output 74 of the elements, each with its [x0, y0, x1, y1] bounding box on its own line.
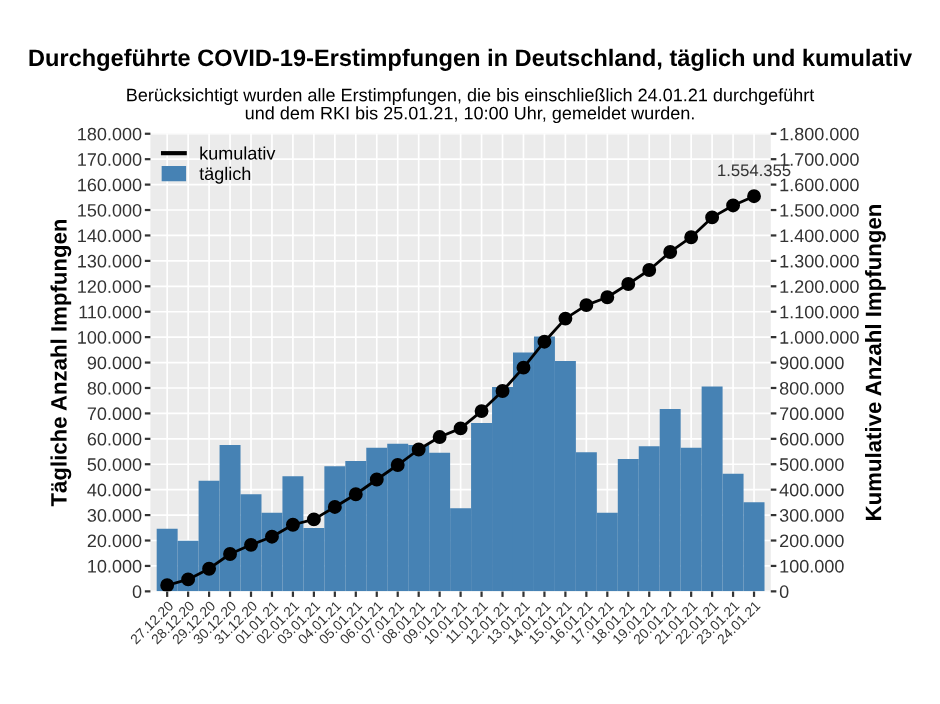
y2-axis-title: Kumulative Anzahl Impfungen — [865, 205, 886, 520]
y2-tick-label: 900.000 — [779, 356, 844, 370]
y2-tick-label: 100.000 — [780, 559, 844, 573]
point — [600, 290, 615, 305]
point — [223, 547, 237, 561]
point — [390, 458, 405, 472]
point — [181, 572, 196, 587]
point — [642, 263, 657, 277]
legend-label: kumulativ — [200, 146, 276, 160]
y-tick-label: 80.000 — [87, 381, 142, 395]
point — [306, 512, 321, 527]
point — [202, 561, 217, 576]
y-tick-label: 140.000 — [78, 229, 142, 243]
y2-tick-label: 1.700.000 — [780, 153, 859, 166]
y2-tick-label: 1.800.000 — [780, 127, 859, 141]
y2-tick-label: 700.000 — [780, 407, 844, 421]
y-tick-label: 30.000 — [87, 509, 142, 522]
point — [348, 487, 363, 502]
data-label: 1.554.355 — [718, 164, 791, 177]
point — [537, 334, 552, 349]
point — [558, 311, 573, 326]
point — [285, 517, 300, 532]
y2-tick-label: 1.200.000 — [780, 280, 859, 294]
point — [327, 500, 342, 514]
y-axis-title: Tägliche Anzahl Impfungen — [50, 219, 72, 507]
y-tick-label: 160.000 — [78, 178, 142, 192]
point — [516, 360, 531, 375]
y2-tick-label: 1.400.000 — [780, 229, 859, 243]
point — [474, 404, 489, 419]
point — [747, 189, 761, 204]
y-tick-label: 130.000 — [78, 254, 142, 268]
point — [453, 421, 468, 436]
point — [495, 384, 510, 398]
point — [726, 198, 741, 213]
y-tick-label: 20.000 — [87, 534, 142, 548]
y-tick-label: 60.000 — [87, 432, 142, 446]
y-tick-label: 10.000 — [88, 559, 142, 573]
y-tick-label: 120.000 — [78, 280, 142, 294]
y2-tick-label: 300.000 — [779, 509, 844, 522]
y-tick-label: 170.000 — [78, 153, 142, 166]
y-tick-label: 100.000 — [78, 331, 142, 344]
point — [663, 245, 678, 259]
y-tick-label: 50.000 — [87, 458, 142, 471]
y-tick-label: 90.000 — [87, 356, 142, 370]
y2-tick-label: 500.000 — [779, 458, 844, 471]
point — [160, 578, 175, 592]
y2-tick-label: 200.000 — [780, 534, 844, 548]
y-tick-label: 180.000 — [78, 127, 142, 141]
y-tick-label: 40.000 — [87, 483, 142, 497]
y2-tick-label: 600.000 — [780, 432, 844, 446]
point — [244, 537, 258, 552]
y2-tick-label: 1.300.000 — [780, 254, 859, 268]
chart-title: Durchgeführte COVID-19-Erstimpfungen in Deutschland, täglich und kumulativ — [29, 48, 913, 71]
point — [579, 298, 594, 313]
y-tick-label: 150.000 — [78, 203, 142, 217]
y2-tick-label: 400.000 — [779, 483, 844, 497]
y-tick-label: 70.000 — [87, 407, 142, 421]
point — [411, 442, 426, 457]
y-tick-label: 110.000 — [79, 305, 142, 319]
y2-tick-label: 1.600.000 — [780, 178, 859, 192]
chart-subtitle: Berücksichtigt wurden alle Erstimpfungen, die bis einschließlich 24.01.21 durchgeführt und dem RKI bis 25.01.21, 10:00 Uhr, gemeldet wurden. — [127, 88, 815, 124]
point — [621, 277, 636, 291]
y2-tick-label: 1.000.000 — [780, 331, 859, 344]
y-tick-label: 0 — [132, 585, 142, 599]
point — [705, 210, 720, 225]
legend-label: täglich — [199, 166, 251, 184]
y2-tick-label: 1.500.000 — [780, 203, 859, 217]
point — [369, 472, 384, 487]
point — [265, 529, 279, 544]
point — [432, 430, 447, 444]
point — [684, 230, 699, 245]
y2-tick-label: 0 — [779, 585, 789, 599]
y2-tick-label: 1.100.000 — [780, 305, 859, 319]
y2-tick-label: 800.000 — [779, 381, 844, 395]
